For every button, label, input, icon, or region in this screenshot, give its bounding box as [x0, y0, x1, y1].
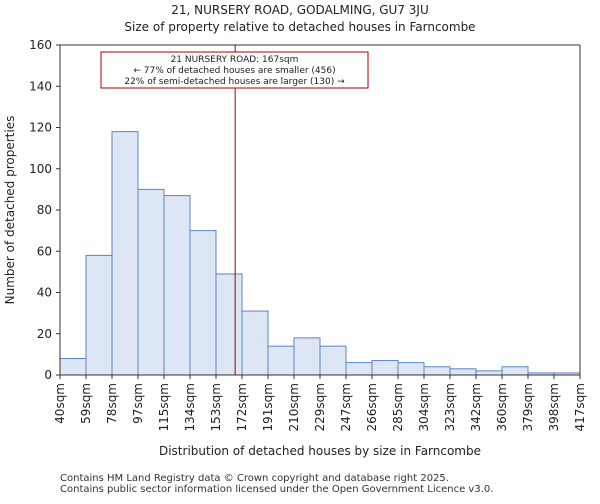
annotation-line2: ← 77% of detached houses are smaller (45… — [133, 66, 335, 76]
x-tick-label: 266sqm — [365, 383, 379, 431]
y-tick-label: 60 — [37, 244, 52, 258]
x-axis-label: Distribution of detached houses by size … — [159, 444, 481, 458]
x-tick-label: 153sqm — [209, 383, 223, 431]
x-tick-label: 172sqm — [235, 383, 249, 431]
histogram-bar — [85, 254, 113, 376]
x-tick-label: 191sqm — [261, 383, 275, 431]
y-tick-label: 20 — [37, 327, 52, 341]
x-tick-label: 360sqm — [495, 383, 509, 431]
y-tick-label: 160 — [29, 38, 52, 52]
histogram-bar — [111, 131, 139, 376]
x-tick-label: 398sqm — [547, 383, 561, 431]
y-tick-label: 40 — [37, 286, 52, 300]
histogram-bar — [241, 310, 269, 376]
histogram-bar — [163, 195, 191, 376]
x-tick-label: 97sqm — [131, 383, 145, 424]
x-tick-label: 342sqm — [469, 383, 483, 431]
x-tick-label: 210sqm — [287, 383, 301, 431]
histogram-bar — [137, 188, 165, 376]
histogram-bar — [345, 362, 373, 376]
y-tick-label: 120 — [29, 121, 52, 135]
y-tick-label: 0 — [44, 368, 52, 382]
footer-line1: Contains HM Land Registry data © Crown c… — [60, 473, 449, 484]
chart-title-line2: Size of property relative to detached ho… — [124, 20, 475, 34]
histogram-bar — [501, 366, 529, 376]
y-tick-label: 80 — [37, 203, 52, 217]
x-tick-label: 323sqm — [443, 383, 457, 431]
x-tick-label: 59sqm — [79, 383, 93, 424]
histogram-bar — [423, 366, 451, 376]
annotation-rect — [100, 51, 369, 89]
x-tick-label: 229sqm — [313, 383, 327, 431]
x-tick-label: 134sqm — [183, 383, 197, 431]
histogram-bar — [189, 230, 217, 376]
footer-line2: Contains public sector information licen… — [60, 484, 494, 495]
x-tick-label: 379sqm — [521, 383, 535, 431]
histogram-bar — [371, 360, 399, 376]
x-tick-label: 40sqm — [53, 383, 67, 424]
histogram-bar — [449, 368, 477, 376]
x-tick-label: 417sqm — [573, 383, 587, 431]
y-tick-label: 140 — [29, 79, 52, 93]
histogram-bar — [475, 370, 503, 376]
histogram-bar — [59, 358, 87, 376]
histogram-bar — [293, 337, 321, 376]
x-tick-label: 304sqm — [417, 383, 431, 431]
chart-title-line1: 21, NURSERY ROAD, GODALMING, GU7 3JU — [171, 3, 429, 17]
y-axis-label: Number of detached properties — [3, 116, 17, 305]
annotation-box: 21 NURSERY ROAD: 167sqm ← 77% of detache… — [100, 51, 369, 89]
x-tick-label: 115sqm — [157, 383, 171, 431]
histogram-bar — [267, 345, 295, 376]
annotation-line1: 21 NURSERY ROAD: 167sqm — [171, 55, 299, 65]
x-tick-label: 247sqm — [339, 383, 353, 431]
histogram-bar — [319, 345, 347, 376]
y-tick-label: 100 — [29, 162, 52, 176]
x-tick-label: 78sqm — [105, 383, 119, 424]
annotation-line3: 22% of semi-detached houses are larger (… — [124, 77, 345, 87]
histogram-bar — [215, 273, 243, 376]
x-tick-label: 285sqm — [391, 383, 405, 431]
histogram-bar — [397, 362, 425, 376]
